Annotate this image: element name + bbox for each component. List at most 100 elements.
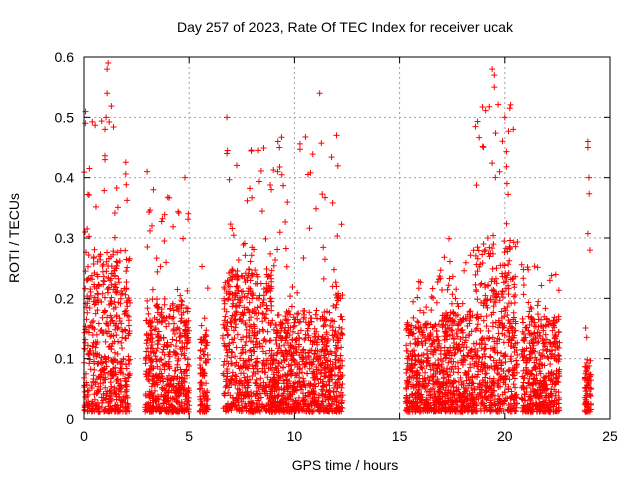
data-point	[441, 312, 448, 319]
data-point	[241, 360, 248, 367]
data-point	[495, 317, 502, 324]
data-point	[296, 352, 303, 359]
data-point	[415, 285, 422, 292]
data-point	[116, 258, 123, 265]
data-point	[108, 275, 115, 282]
data-point	[181, 174, 188, 181]
data-point	[449, 394, 456, 401]
data-point	[229, 225, 236, 232]
data-point	[530, 336, 537, 343]
data-point	[555, 352, 562, 359]
data-point	[232, 324, 239, 331]
data-point	[335, 399, 342, 406]
data-point	[500, 294, 506, 301]
data-point	[536, 332, 543, 339]
data-point	[310, 374, 317, 381]
data-point	[119, 345, 126, 352]
data-point	[418, 358, 425, 365]
data-point	[282, 334, 289, 341]
data-point	[267, 298, 274, 305]
data-point	[181, 350, 188, 357]
data-point	[485, 327, 492, 334]
data-point	[548, 376, 555, 383]
data-point	[481, 346, 488, 353]
data-point	[513, 347, 520, 354]
data-point	[240, 357, 247, 364]
data-point	[492, 130, 499, 137]
data-point	[449, 317, 456, 324]
data-point	[537, 352, 544, 359]
data-point	[267, 250, 274, 257]
data-point	[165, 398, 172, 405]
data-point	[165, 363, 172, 370]
data-point	[446, 275, 453, 282]
data-point	[125, 294, 132, 301]
data-point	[406, 329, 413, 336]
data-point	[236, 294, 243, 301]
data-point	[483, 334, 490, 341]
data-point	[543, 373, 550, 380]
data-point	[497, 374, 504, 381]
data-point	[452, 363, 459, 370]
data-point	[294, 289, 301, 296]
data-point	[581, 407, 588, 414]
data-point	[82, 394, 89, 401]
data-point	[202, 391, 209, 398]
data-point	[514, 352, 521, 359]
data-point	[506, 257, 513, 264]
data-point	[153, 255, 160, 262]
data-point	[233, 344, 240, 351]
data-point	[179, 298, 186, 305]
data-point	[540, 408, 547, 415]
data-point	[266, 408, 273, 415]
data-point	[88, 385, 95, 392]
data-point	[96, 352, 103, 359]
data-point	[174, 357, 181, 364]
data-point	[123, 365, 130, 372]
data-point	[247, 376, 254, 383]
data-point	[241, 304, 248, 311]
data-point	[201, 315, 208, 322]
data-point	[308, 361, 315, 368]
data-point	[420, 351, 427, 358]
data-point	[150, 186, 157, 193]
data-point	[300, 346, 307, 353]
data-point	[541, 342, 548, 349]
data-point	[413, 381, 420, 388]
data-point	[484, 235, 491, 242]
data-point	[447, 408, 454, 415]
data-point	[85, 387, 92, 394]
data-point	[245, 306, 252, 313]
data-point	[496, 297, 503, 304]
data-point	[223, 382, 230, 389]
data-point	[551, 331, 558, 338]
data-point	[285, 324, 292, 331]
data-point	[467, 361, 474, 368]
data-point	[476, 134, 483, 141]
data-point	[225, 277, 232, 284]
data-point	[197, 402, 204, 409]
data-point	[124, 394, 131, 401]
data-point	[296, 341, 303, 348]
data-point	[448, 358, 455, 365]
data-point	[199, 263, 206, 270]
data-point	[334, 162, 341, 169]
data-point	[274, 246, 281, 253]
data-point	[550, 322, 557, 329]
data-point	[495, 330, 502, 337]
data-point	[326, 387, 333, 394]
data-point	[435, 276, 442, 283]
y-tick-label: 0.4	[55, 170, 75, 186]
data-point	[105, 403, 112, 410]
data-point	[332, 304, 339, 311]
data-point	[87, 356, 94, 363]
data-point	[229, 266, 236, 273]
data-point	[339, 381, 346, 388]
data-point	[198, 339, 205, 346]
y-tick-label: 0	[66, 411, 74, 427]
data-point	[147, 336, 154, 343]
data-point	[527, 397, 534, 404]
data-point	[412, 356, 419, 363]
data-point	[491, 400, 498, 407]
data-point	[474, 321, 481, 328]
